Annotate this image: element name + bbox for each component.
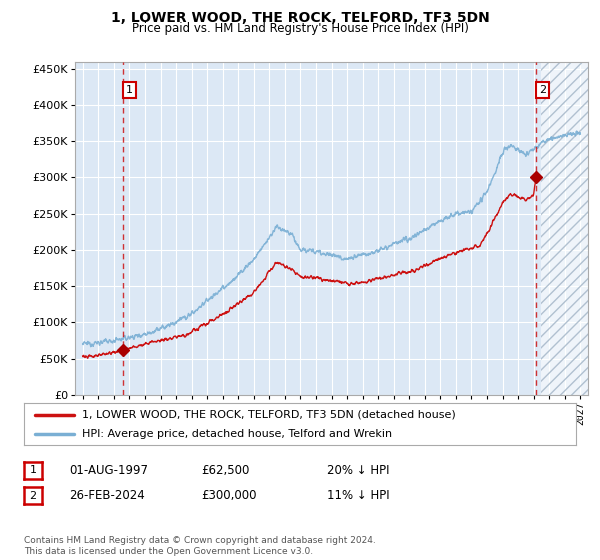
Text: 20% ↓ HPI: 20% ↓ HPI bbox=[327, 464, 389, 477]
Text: 01-AUG-1997: 01-AUG-1997 bbox=[69, 464, 148, 477]
Text: 2: 2 bbox=[539, 85, 546, 95]
Text: 2: 2 bbox=[29, 491, 37, 501]
Text: Contains HM Land Registry data © Crown copyright and database right 2024.
This d: Contains HM Land Registry data © Crown c… bbox=[24, 536, 376, 556]
Text: 1: 1 bbox=[29, 465, 37, 475]
Text: 1, LOWER WOOD, THE ROCK, TELFORD, TF3 5DN: 1, LOWER WOOD, THE ROCK, TELFORD, TF3 5D… bbox=[110, 11, 490, 25]
Text: Price paid vs. HM Land Registry's House Price Index (HPI): Price paid vs. HM Land Registry's House … bbox=[131, 22, 469, 35]
Text: 11% ↓ HPI: 11% ↓ HPI bbox=[327, 489, 389, 502]
Bar bbox=[541, 62, 588, 395]
Text: 26-FEB-2024: 26-FEB-2024 bbox=[69, 489, 145, 502]
Text: 1, LOWER WOOD, THE ROCK, TELFORD, TF3 5DN (detached house): 1, LOWER WOOD, THE ROCK, TELFORD, TF3 5D… bbox=[82, 409, 456, 419]
Text: £62,500: £62,500 bbox=[201, 464, 250, 477]
Text: 1: 1 bbox=[126, 85, 133, 95]
Text: HPI: Average price, detached house, Telford and Wrekin: HPI: Average price, detached house, Telf… bbox=[82, 429, 392, 439]
Text: £300,000: £300,000 bbox=[201, 489, 257, 502]
